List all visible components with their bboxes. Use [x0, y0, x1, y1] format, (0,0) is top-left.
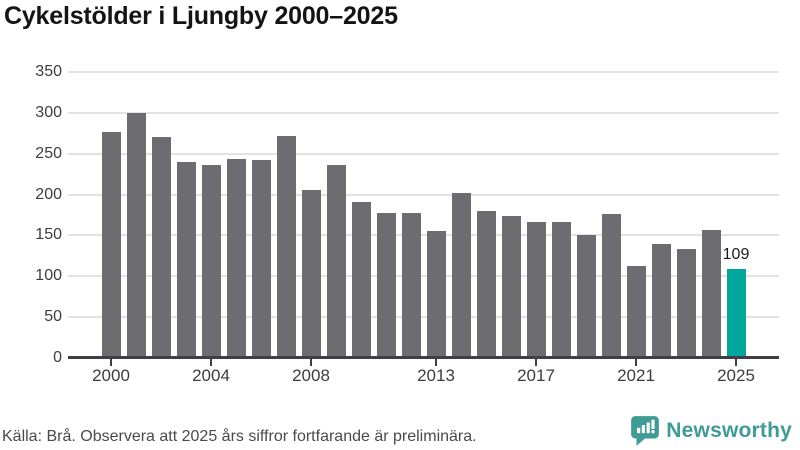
source-note: Källa: Brå. Observera att 2025 års siffr… — [2, 428, 477, 445]
y-axis-tick-label: 0 — [53, 349, 62, 366]
bar — [451, 192, 471, 358]
y-axis-tick-label: 100 — [35, 267, 62, 285]
x-axis-tick-label: 2017 — [517, 366, 555, 385]
bar — [151, 137, 171, 358]
y-axis-tick-label: 50 — [44, 308, 62, 326]
bar — [526, 222, 546, 358]
bar — [576, 234, 596, 358]
x-axis-tick — [535, 359, 537, 366]
grid-line — [68, 316, 779, 319]
y-axis-tick-label: 250 — [35, 144, 62, 162]
bar — [101, 131, 121, 358]
bar — [251, 160, 271, 358]
bar — [601, 214, 621, 358]
grid-line — [68, 111, 779, 114]
grid-line — [68, 71, 779, 73]
grid-line — [68, 193, 779, 196]
y-axis-tick-label: 150 — [35, 226, 62, 244]
x-axis-tick — [735, 359, 737, 366]
bar — [351, 201, 371, 358]
y-axis-tick-label: 300 — [35, 103, 62, 121]
bar-value-label: 109 — [722, 245, 750, 263]
speech-bubble-bar-chart-icon — [631, 416, 660, 446]
bar — [226, 158, 246, 358]
bar — [676, 248, 696, 358]
bar — [301, 189, 321, 358]
bar — [626, 266, 646, 358]
bar — [551, 222, 571, 358]
x-axis-line — [68, 356, 779, 359]
grid-line — [68, 275, 779, 278]
grid-line — [68, 234, 779, 237]
bar — [201, 165, 221, 358]
x-axis-tick-label: 2000 — [92, 366, 130, 385]
x-axis-tick — [210, 359, 212, 366]
x-axis-tick-label: 2025 — [717, 366, 755, 385]
x-axis-tick-label: 2004 — [192, 366, 230, 385]
x-axis-tick — [635, 359, 637, 366]
x-axis-tick-label: 2008 — [292, 366, 330, 385]
bar — [326, 165, 346, 358]
x-axis-tick — [435, 359, 437, 366]
bar — [476, 210, 496, 358]
x-axis-tick — [310, 359, 312, 366]
bar — [501, 215, 521, 358]
bar — [701, 229, 721, 358]
x-axis-tick-label: 2013 — [417, 366, 455, 385]
newsworthy-logo-text: Newsworthy — [666, 419, 792, 442]
grid-line — [68, 152, 779, 155]
newsworthy-logo: Newsworthy — [630, 415, 792, 447]
bar — [376, 213, 396, 358]
bar — [426, 230, 446, 358]
x-axis-tick — [110, 359, 112, 366]
bar — [401, 213, 421, 358]
bar — [651, 244, 671, 358]
y-axis-tick-label: 200 — [35, 185, 62, 203]
bar-highlighted — [726, 268, 746, 358]
bar — [176, 161, 196, 358]
x-axis-tick-label: 2021 — [617, 366, 655, 385]
y-axis-tick-label: 350 — [35, 63, 62, 80]
bar — [126, 112, 146, 358]
bar — [276, 135, 296, 358]
chart-title: Cykelstölder i Ljungby 2000–2025 — [4, 2, 398, 30]
